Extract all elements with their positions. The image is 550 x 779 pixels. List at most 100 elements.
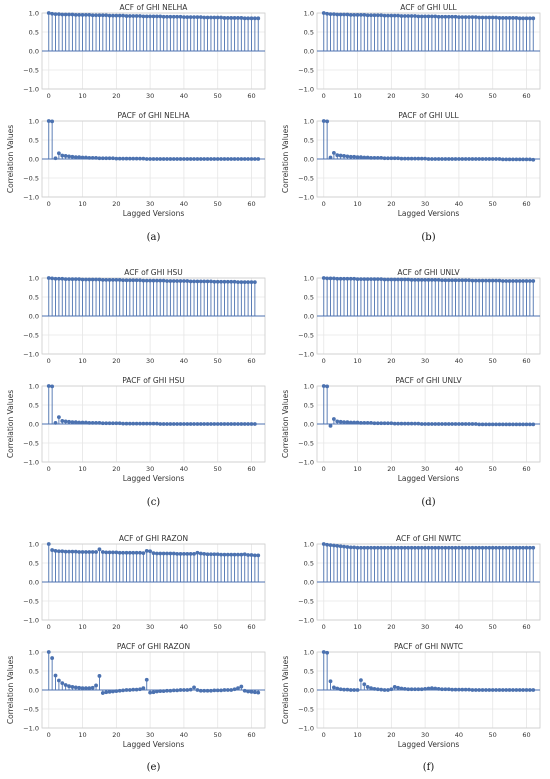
stem-marker (198, 422, 203, 426)
chart-panel-d-top: 0 10 20 30 40 50 60 −1.0 −0.5 0.0 0.5 1.0 ACF of GHI… (298, 268, 541, 365)
stem-marker (124, 278, 129, 283)
stem-marker (53, 12, 58, 17)
stem-marker (182, 157, 186, 161)
stem-marker (107, 421, 112, 426)
stem-marker (450, 687, 455, 692)
stem-marker (359, 420, 363, 425)
stem-marker (97, 547, 102, 552)
stem-marker (375, 155, 380, 160)
stem-marker (406, 14, 411, 18)
stem-marker (121, 156, 125, 161)
stem-marker (239, 157, 244, 161)
stem-marker (175, 157, 180, 161)
stem-marker (328, 12, 333, 17)
stem-marker (500, 16, 505, 20)
y-tick-label: 0.5 (304, 28, 314, 36)
x-tick-label: 50 (214, 465, 222, 473)
stem-marker (419, 422, 424, 426)
stem-marker (114, 278, 119, 282)
stem-marker (212, 552, 217, 557)
stem-marker (527, 16, 532, 21)
stem-marker (175, 14, 180, 19)
stem-marker (331, 276, 336, 281)
y-tick-label: −0.5 (298, 174, 314, 182)
stem-marker (242, 280, 247, 285)
stem-marker (215, 688, 220, 693)
stem-marker (229, 16, 234, 20)
stem-marker (521, 545, 526, 550)
stem-marker (490, 545, 495, 550)
stem-marker (178, 279, 183, 283)
stem-marker (63, 277, 68, 282)
stem-marker (198, 15, 203, 20)
stem-marker (460, 278, 465, 283)
stem-marker (477, 15, 482, 20)
stem-marker (497, 688, 502, 692)
stem-marker (511, 279, 515, 283)
stem-marker (433, 278, 438, 282)
stem-marker (507, 422, 512, 427)
stem-marker (524, 157, 529, 162)
stem-marker (114, 421, 119, 426)
stem-marker (171, 14, 176, 19)
stem-marker (328, 276, 333, 281)
stem-marker (232, 422, 237, 426)
stem-marker (321, 650, 326, 654)
stem-marker (242, 16, 247, 21)
stem-marker (342, 154, 346, 158)
stem-marker (443, 278, 448, 283)
x-tick-label: 10 (78, 465, 86, 473)
stem-marker (402, 545, 407, 550)
stem-marker (429, 545, 434, 550)
stem-marker (111, 156, 115, 161)
stem-marker (531, 545, 536, 550)
stem-marker (53, 156, 58, 161)
stem-marker (490, 688, 495, 692)
stem-marker (389, 421, 394, 426)
x-tick-label: 50 (489, 357, 497, 365)
stem-marker (252, 157, 257, 161)
stem-marker (53, 548, 58, 553)
stem-marker (375, 687, 380, 692)
stem-marker (87, 550, 92, 554)
stem-marker (117, 156, 122, 161)
stem-marker (246, 553, 251, 557)
subfigure-caption: (f) (423, 762, 435, 773)
stem-marker (457, 15, 461, 20)
stem-marker (182, 279, 186, 283)
stem-marker (372, 421, 377, 426)
stem-marker (457, 278, 461, 283)
stem-marker (178, 422, 183, 426)
x-tick-label: 40 (455, 731, 463, 739)
stem-marker (372, 155, 377, 160)
stem-marker (154, 157, 159, 161)
stem-marker (480, 422, 485, 427)
stem-marker (470, 422, 475, 426)
stem-marker (494, 278, 498, 283)
x-tick-label: 30 (146, 357, 154, 365)
panel-title: PACF of GHI UNLV (395, 376, 462, 385)
stem-marker (450, 545, 455, 550)
stem-marker (192, 422, 196, 426)
stem-marker (60, 681, 65, 686)
x-tick-label: 30 (146, 200, 154, 208)
stem-marker (127, 421, 132, 426)
stem-marker (249, 422, 254, 426)
stem-marker (416, 687, 421, 692)
stem-marker (225, 16, 230, 20)
stem-marker (148, 278, 153, 283)
stem-marker (345, 12, 350, 17)
stem-marker (117, 550, 122, 555)
stem-marker (477, 157, 482, 161)
stem-marker (134, 14, 139, 18)
stem-marker (165, 688, 169, 693)
stem-marker (517, 16, 522, 21)
stem-marker (365, 277, 370, 282)
stem-marker (100, 278, 105, 282)
stem-marker (406, 421, 411, 426)
y-tick-label: 1.0 (29, 117, 39, 125)
stem-marker (355, 420, 360, 425)
stem-marker (50, 119, 55, 124)
stem-marker (87, 277, 92, 282)
stem-marker (467, 15, 471, 20)
